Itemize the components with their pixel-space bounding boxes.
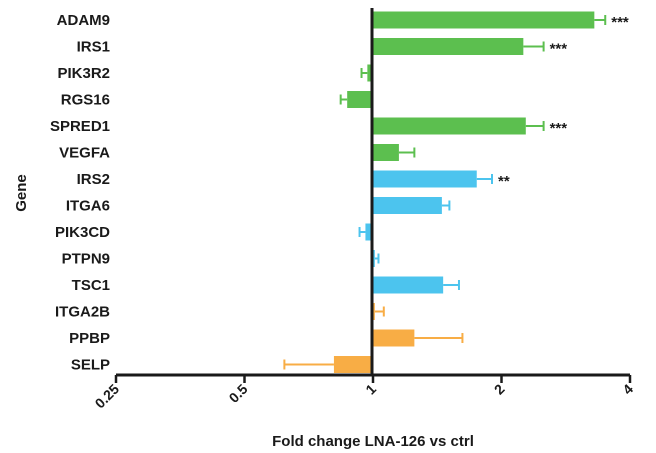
bar-tsc1: [373, 276, 444, 294]
bar-itga6: [373, 197, 442, 214]
bar-spred1: [373, 117, 526, 135]
gene-label-ptpn9: PTPN9: [62, 251, 110, 268]
bar-pik3r2: [367, 64, 373, 82]
significance-spred1: ***: [550, 120, 568, 137]
x-tick-label-0.5: 0.5: [226, 381, 251, 406]
bar-pik3cd: [365, 223, 373, 241]
gene-label-itga6: ITGA6: [66, 198, 110, 215]
bar-selp: [333, 356, 373, 373]
bar-irs2: [373, 170, 477, 188]
x-tick-label-1: 1: [362, 381, 379, 398]
gene-label-itga2b: ITGA2B: [55, 304, 110, 321]
x-tick-label-0.25: 0.25: [92, 381, 123, 412]
bar-vegfa: [373, 144, 399, 161]
significance-adam9: ***: [611, 14, 629, 31]
bar-ppbp: [373, 329, 415, 347]
bar-layer: [333, 11, 595, 373]
gene-label-pik3r2: PIK3R2: [57, 65, 110, 82]
significance-layer: ***********: [498, 14, 629, 190]
gene-label-spred1: SPRED1: [50, 118, 110, 135]
x-tick-label-2: 2: [491, 381, 508, 398]
x-tick-label-4: 4: [619, 381, 636, 398]
bar-rgs16: [347, 91, 373, 108]
x-axis-title: Fold change LNA-126 vs ctrl: [272, 433, 474, 450]
bar-ptpn9: [373, 250, 375, 267]
gene-label-rgs16: RGS16: [61, 92, 110, 109]
gene-label-vegfa: VEGFA: [59, 145, 110, 162]
significance-irs2: **: [498, 173, 510, 190]
bar-adam9: [373, 11, 595, 29]
gene-label-selp: SELP: [71, 357, 110, 374]
y-axis-title: Gene: [13, 174, 30, 212]
gene-label-irs2: IRS2: [77, 171, 110, 188]
gene-label-tsc1: TSC1: [72, 277, 110, 294]
gene-label-adam9: ADAM9: [57, 12, 110, 29]
gene-label-ppbp: PPBP: [69, 330, 110, 347]
bar-irs1: [373, 38, 524, 55]
error-bar-layer: [283, 15, 607, 370]
gene-label-irs1: IRS1: [77, 39, 110, 56]
gene-label-pik3cd: PIK3CD: [55, 224, 110, 241]
bar-itga2b: [373, 303, 375, 320]
x-tick-layer: 0.25 0.5 1 2 4: [92, 375, 636, 412]
gene-label-layer: ADAM9 IRS1 PIK3R2 RGS16 SPRED1 VEGFA IRS2 ITGA6…: [50, 12, 110, 374]
significance-irs1: ***: [550, 41, 568, 58]
